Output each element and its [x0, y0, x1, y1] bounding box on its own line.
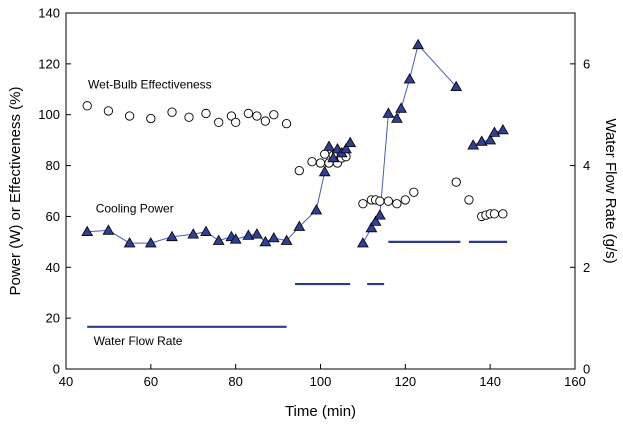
- x-tick-label: 40: [59, 374, 73, 389]
- x-tick-label: 80: [228, 374, 242, 389]
- y-tick-label-right: 6: [583, 56, 590, 71]
- cooling-power-point: [310, 204, 323, 215]
- y-tick-label-left: 60: [46, 209, 60, 224]
- flow-rate-series: [87, 240, 508, 328]
- x-tick-label: 120: [394, 374, 416, 389]
- cooling-power-point: [374, 209, 386, 220]
- cooling-power-point: [403, 73, 416, 84]
- wetbulb-point: [82, 101, 92, 111]
- cooling-power-point: [200, 225, 212, 237]
- y-tick-label-left: 140: [38, 6, 60, 21]
- cooling-power-point: [369, 215, 382, 226]
- cooling-power-point: [318, 165, 331, 177]
- cooling-power-point: [259, 235, 272, 247]
- wetbulb-point: [498, 209, 508, 219]
- y-tick-label-left: 80: [46, 158, 60, 173]
- x-tick-label: 100: [310, 374, 332, 389]
- y-tick-label-right: 2: [583, 260, 590, 275]
- annotation-flow: Water Flow Rate: [94, 334, 183, 348]
- cooling-power-point: [357, 237, 369, 248]
- cooling-power-point: [267, 231, 280, 243]
- wetbulb-point: [252, 111, 262, 121]
- cooling-power-point: [242, 229, 255, 240]
- wetbulb-point: [167, 107, 177, 117]
- wetbulb-point: [226, 111, 237, 121]
- y-tick-label-left: 0: [53, 362, 60, 377]
- cooling-power-point: [467, 139, 480, 150]
- annotation-cooling: Cooling Power: [96, 202, 174, 216]
- cooling-power-point: [212, 234, 225, 245]
- cooling-power-point: [344, 136, 357, 148]
- wetbulb-point: [231, 117, 241, 127]
- wetbulb-point: [489, 209, 500, 219]
- y-tick-label-right: 4: [583, 158, 590, 173]
- wetbulb-point: [124, 111, 135, 121]
- wetbulb-point: [184, 112, 194, 122]
- wetbulb-point: [375, 196, 385, 206]
- wetbulb-point: [243, 108, 254, 119]
- wetbulb-point: [409, 187, 419, 197]
- cooling-power-point: [450, 80, 463, 91]
- cooling-power-point: [475, 135, 488, 146]
- wetbulb-point: [214, 117, 224, 127]
- wetbulb-point: [269, 110, 279, 120]
- wetbulb-point: [315, 158, 326, 168]
- y-tick-label-left: 20: [46, 311, 60, 326]
- wetbulb-point: [103, 106, 114, 116]
- wetbulb-point: [400, 195, 410, 205]
- wetbulb-series: [82, 101, 508, 222]
- cooling-power-point: [102, 224, 115, 235]
- x-tick-label: 160: [564, 374, 586, 389]
- cooling-power-points: [81, 38, 509, 248]
- x-tick-label: 60: [144, 374, 158, 389]
- wetbulb-point: [294, 166, 304, 176]
- wetbulb-point: [320, 149, 330, 159]
- cooling-power-point: [166, 230, 178, 242]
- cooling-power-point: [251, 228, 263, 239]
- wetbulb-point: [307, 157, 317, 167]
- y-tick-label-left: 120: [38, 56, 60, 71]
- cooling-power-point: [484, 134, 497, 145]
- cooling-power-point: [280, 234, 293, 245]
- cooling-power-point: [395, 102, 407, 113]
- x-axis-label: Time (min): [285, 403, 356, 420]
- cooling-power-point: [488, 126, 501, 137]
- wetbulb-point: [392, 199, 402, 209]
- cooling-power-point: [382, 107, 395, 118]
- cooling-power-point: [144, 237, 157, 248]
- cooling-power-point: [187, 228, 200, 239]
- y-axis-label-right: Water Flow Rate (g/s): [602, 118, 619, 263]
- wetbulb-point: [383, 196, 394, 206]
- wetbulb-point: [260, 116, 271, 126]
- wetbulb-point: [358, 199, 368, 209]
- cooling-power-point: [229, 233, 242, 244]
- y-tick-label-left: 40: [46, 260, 60, 275]
- cooling-power-point: [81, 225, 94, 237]
- wetbulb-point: [201, 108, 211, 119]
- cooling-power-point: [327, 151, 340, 163]
- cooling-power-point: [497, 123, 509, 135]
- y-tick-label-left: 100: [38, 107, 60, 122]
- cooling-power-point: [323, 140, 335, 151]
- cooling-power-point: [123, 237, 136, 248]
- wetbulb-point: [281, 118, 292, 129]
- annotation-wetbulb: Wet-Bulb Effectiveness: [88, 78, 212, 92]
- wetbulb-point: [464, 195, 474, 205]
- y-tick-label-right: 0: [583, 362, 590, 377]
- cooling-power-point: [391, 112, 403, 123]
- wetbulb-point: [146, 113, 156, 124]
- cooling-power-point: [412, 38, 424, 50]
- cooling-power-point: [293, 220, 306, 231]
- cooling-power-point: [365, 221, 378, 233]
- wetbulb-point: [451, 177, 461, 187]
- y-axis-label-left: Power (W) or Effectiveness (%): [7, 87, 24, 296]
- x-tick-label: 140: [479, 374, 501, 389]
- cooling-power-point: [340, 142, 352, 154]
